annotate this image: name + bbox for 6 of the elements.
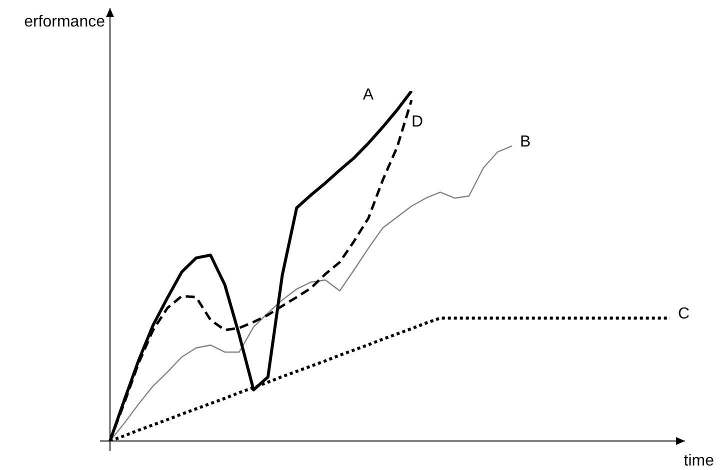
- series-label: B: [520, 133, 531, 150]
- y-axis-title: erformance: [24, 13, 106, 30]
- series-label: D: [412, 114, 424, 131]
- series-label: C: [678, 306, 690, 323]
- series-label: A: [362, 86, 374, 104]
- x-axis-title: time: [684, 452, 714, 470]
